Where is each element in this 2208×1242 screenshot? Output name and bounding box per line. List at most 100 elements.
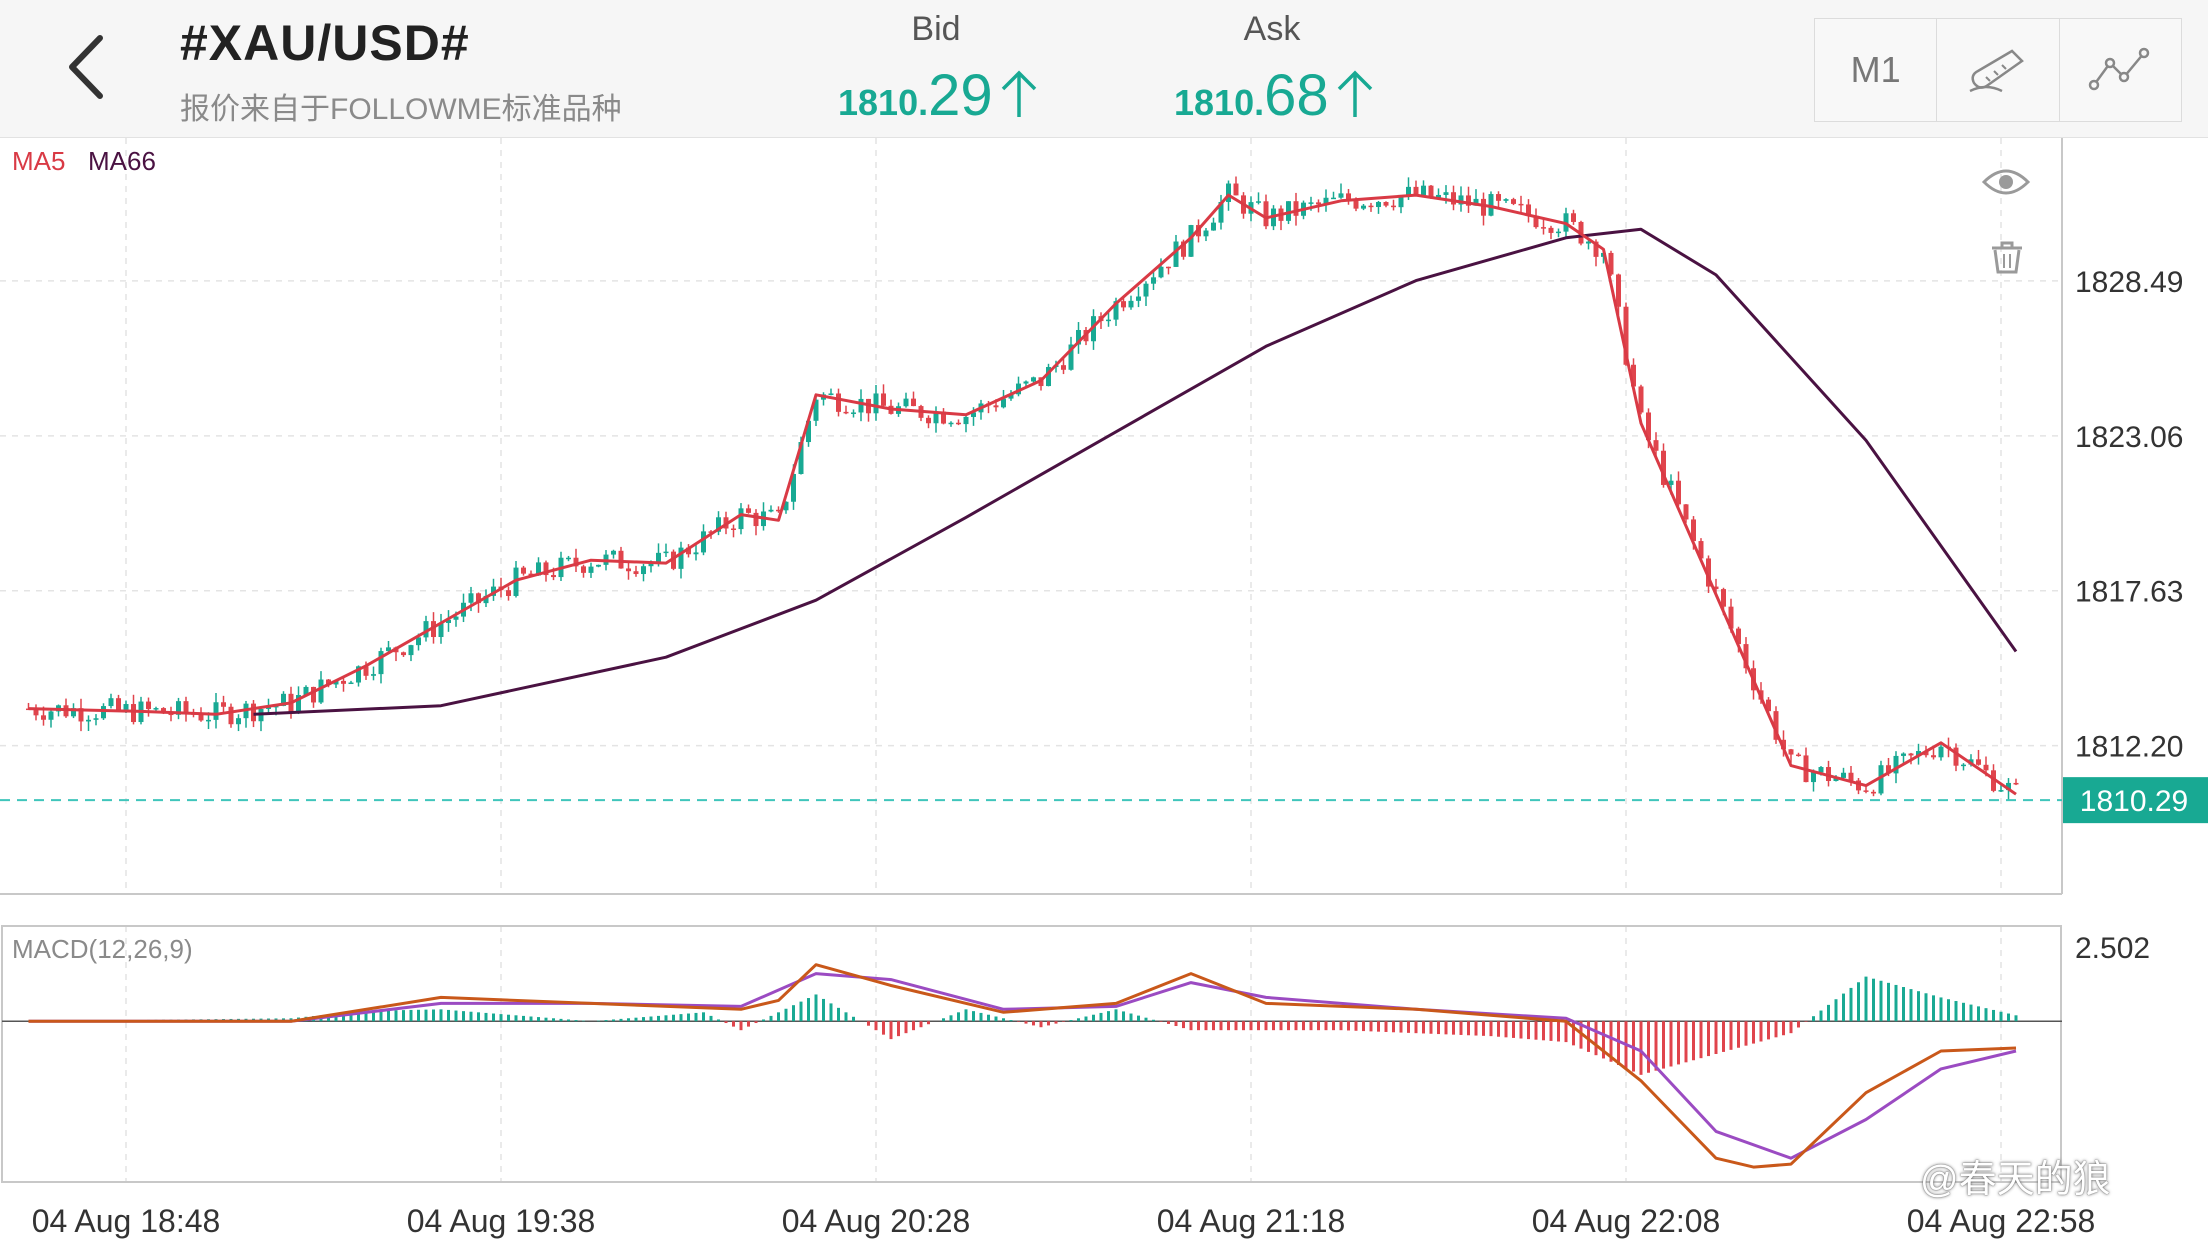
- candle-body: [791, 474, 796, 502]
- candle-body: [71, 708, 76, 717]
- candle-body: [1961, 764, 1966, 767]
- candle-body: [1023, 381, 1029, 384]
- candle-body: [1878, 765, 1884, 794]
- candle-body: [1016, 383, 1021, 395]
- candle-body: [1406, 186, 1411, 196]
- trash-icon[interactable]: [1992, 241, 2022, 274]
- candle-body: [1338, 193, 1344, 198]
- candle-body: [1683, 504, 1689, 520]
- candle-body: [746, 508, 751, 513]
- candle-body: [1871, 791, 1876, 794]
- candle-body: [941, 411, 946, 424]
- candle-body: [1166, 266, 1171, 269]
- candle-body: [1391, 205, 1396, 208]
- timeframe-button[interactable]: M1: [1815, 19, 1938, 121]
- candle-body: [1833, 777, 1839, 782]
- candle-body: [1646, 412, 1651, 441]
- candle-body: [198, 714, 204, 721]
- candle-body: [543, 562, 549, 576]
- candle-body: [626, 568, 631, 572]
- candle-body: [1413, 186, 1419, 196]
- indicators-button[interactable]: [2060, 19, 2181, 121]
- candle-body: [1121, 301, 1126, 308]
- candle-body: [1886, 765, 1891, 774]
- candle-body: [731, 528, 736, 530]
- candle-body: [528, 573, 534, 576]
- x-axis-tick-label: 04 Aug 18:48: [32, 1203, 221, 1239]
- candle-body: [618, 550, 624, 569]
- candle-body: [641, 566, 646, 575]
- candle-body: [971, 412, 976, 417]
- candle-body: [596, 564, 601, 567]
- candle-body: [1203, 230, 1209, 237]
- candle-body: [611, 550, 616, 555]
- timeframe-label: M1: [1850, 49, 1901, 90]
- candle-body: [1376, 202, 1381, 208]
- chevron-left-icon: [69, 35, 103, 99]
- symbol-title: #XAU/USD#: [180, 15, 470, 71]
- watermark: @春天的狼: [1920, 1159, 2111, 1201]
- candle-body: [1173, 241, 1179, 267]
- candle-body: [1998, 790, 2004, 792]
- candle-body: [1796, 754, 1801, 757]
- back-button[interactable]: [58, 30, 118, 104]
- candle-body: [146, 701, 151, 710]
- x-axis-tick-label: 04 Aug 22:08: [1532, 1203, 1721, 1239]
- candle-body: [1691, 519, 1696, 542]
- candle-body: [566, 557, 571, 560]
- quote-source-text: 报价来自于FOLLOWME标准品种: [180, 93, 622, 126]
- candle-body: [1631, 364, 1636, 387]
- candle-body: [1473, 198, 1479, 206]
- up-arrow-icon: [999, 69, 1039, 124]
- candle-body: [251, 703, 256, 722]
- candle-body: [1061, 365, 1066, 370]
- candle-body: [78, 708, 84, 722]
- candle-body: [1916, 751, 1921, 756]
- candle-body: [1346, 193, 1351, 201]
- candle-body: [1421, 185, 1426, 196]
- candle-body: [131, 704, 136, 723]
- candle-body: [1856, 780, 1861, 791]
- candle-body: [1308, 202, 1314, 204]
- candle-body: [1233, 183, 1239, 196]
- candle-body: [371, 674, 376, 676]
- candle-body: [1256, 201, 1261, 203]
- candle-body: [266, 707, 271, 709]
- candle-body: [663, 551, 669, 554]
- x-axis-tick-label: 04 Aug 19:38: [407, 1203, 596, 1239]
- candle-body: [1436, 194, 1441, 198]
- candle-body: [1263, 201, 1269, 227]
- ma5-legend: MA5: [12, 146, 65, 176]
- ask-label: Ask: [1243, 10, 1301, 48]
- macd-axis-tick-label: 2.502: [2075, 932, 2150, 965]
- candle-body: [1638, 386, 1644, 413]
- candle-body: [1931, 755, 1936, 758]
- drawing-tools-button[interactable]: [1937, 19, 2060, 121]
- candle-body: [1818, 767, 1824, 773]
- candle-body: [1526, 204, 1531, 216]
- candle-body: [933, 411, 939, 424]
- eye-icon[interactable]: [1981, 169, 2031, 195]
- candle-body: [153, 708, 159, 710]
- candle-body: [1788, 749, 1794, 755]
- bid-label: Bid: [911, 10, 961, 48]
- candle-body: [1923, 751, 1929, 756]
- candle-body: [1653, 440, 1659, 451]
- candle-body: [491, 586, 496, 596]
- candle-body: [1548, 227, 1554, 233]
- line-indicator-icon: [2089, 47, 2150, 91]
- ma5-line: [28, 193, 2017, 796]
- candle-body: [101, 706, 106, 719]
- candle-body: [386, 647, 391, 652]
- bid-price: 1810.29: [838, 62, 1039, 129]
- candle-body: [776, 509, 781, 512]
- candle-body: [1293, 201, 1299, 216]
- chart-toolbar: M1: [1814, 18, 2182, 122]
- candle-body: [401, 652, 406, 656]
- candle-body: [1458, 195, 1464, 205]
- candle-body: [1616, 274, 1621, 307]
- candle-body: [911, 398, 916, 407]
- candle-body: [948, 422, 954, 425]
- candle-body: [1158, 266, 1164, 278]
